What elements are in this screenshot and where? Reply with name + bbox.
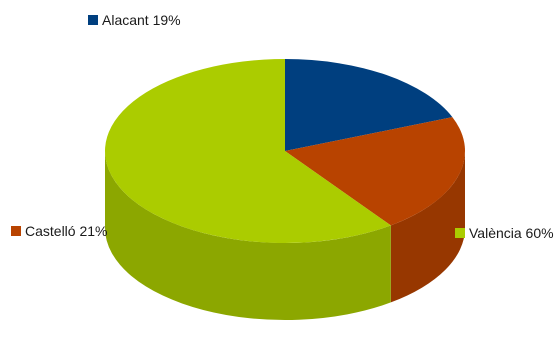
legend-item-castello: Castelló 21% (11, 223, 108, 239)
legend-swatch-valencia (455, 228, 465, 238)
pie-depth-layer (104, 151, 465, 320)
data-label-alacant: Alacant 19% (102, 12, 181, 28)
pie-top-layer (104, 59, 465, 243)
legend-swatch-alacant (88, 15, 98, 25)
pie-slice-castello (285, 117, 465, 226)
pie-side-castello (390, 151, 465, 303)
data-label-valencia: València 60% (469, 225, 554, 241)
pie-slice-valencia (104, 59, 391, 243)
data-label-castello: Castelló 21% (25, 223, 108, 239)
legend-swatch-castello (11, 226, 21, 236)
pie-slice-alacant (285, 59, 453, 151)
legend-item-valencia: València 60% (455, 225, 554, 241)
legend-item-alacant: Alacant 19% (88, 12, 181, 28)
pie-side-valencia (104, 151, 391, 320)
